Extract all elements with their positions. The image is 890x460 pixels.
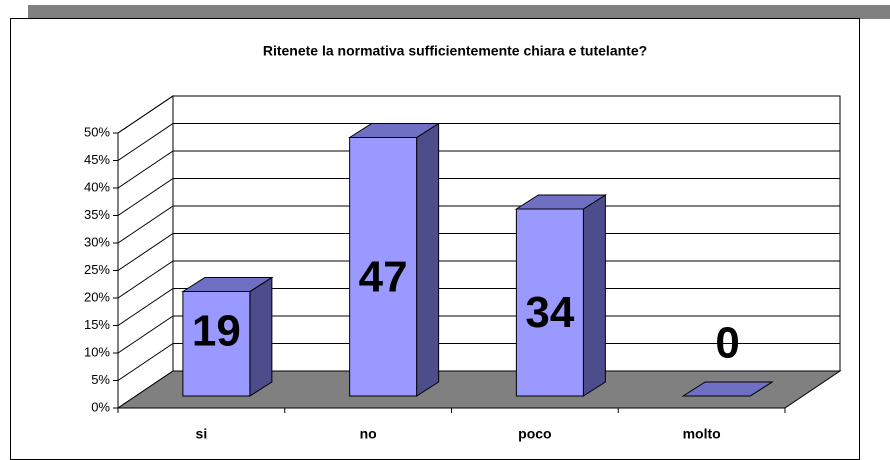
y-tick-label: 50% bbox=[84, 124, 110, 139]
value-label: 47 bbox=[359, 252, 408, 301]
x-tick-label: no bbox=[360, 426, 377, 442]
grid-line bbox=[117, 95, 840, 134]
y-tick-label: 25% bbox=[84, 262, 110, 277]
bar-side bbox=[582, 194, 606, 397]
y-tick-label: 10% bbox=[84, 344, 110, 359]
y-tick-label: 20% bbox=[84, 289, 110, 304]
y-tick-label: 5% bbox=[91, 372, 110, 387]
y-tick-label: 15% bbox=[84, 317, 110, 332]
bar bbox=[182, 291, 251, 397]
grid-line bbox=[117, 343, 840, 381]
value-label: 34 bbox=[525, 288, 574, 337]
x-tick-label: molto bbox=[683, 426, 721, 442]
bar-side bbox=[416, 122, 440, 397]
x-tick-label: poco bbox=[518, 426, 551, 442]
bar bbox=[349, 137, 418, 397]
grid-line bbox=[117, 233, 840, 271]
chart-title: Ritenete la normativa sufficientemente c… bbox=[263, 43, 647, 59]
value-label: 19 bbox=[192, 307, 241, 356]
grid-line bbox=[117, 205, 840, 244]
grid-line bbox=[117, 315, 840, 354]
bar-top bbox=[681, 381, 774, 397]
grid-line bbox=[117, 288, 840, 326]
y-tick-label: 45% bbox=[84, 152, 110, 167]
y-tick-label: 40% bbox=[84, 179, 110, 194]
grid-line bbox=[117, 150, 840, 189]
value-label: 0 bbox=[715, 319, 739, 368]
top-bar bbox=[28, 5, 890, 19]
bar bbox=[515, 208, 584, 397]
x-tick-label: si bbox=[196, 426, 208, 442]
bar-side bbox=[249, 276, 273, 397]
grid-line bbox=[117, 178, 840, 216]
grid-line bbox=[117, 123, 840, 161]
y-tick-label: 0% bbox=[91, 399, 110, 414]
y-tick-label: 35% bbox=[84, 207, 110, 222]
y-tick-label: 30% bbox=[84, 234, 110, 249]
grid-line bbox=[117, 260, 840, 299]
